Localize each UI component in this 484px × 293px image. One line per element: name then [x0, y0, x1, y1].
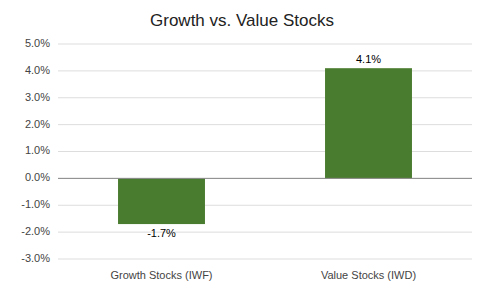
grid-line [58, 44, 472, 45]
y-tick-label: -3.0% [21, 252, 50, 264]
title: Growth vs. Value Stocks [150, 11, 334, 30]
grid [58, 44, 472, 259]
y-tick-label: 3.0% [25, 91, 50, 103]
grid-line [58, 232, 472, 233]
bars [118, 68, 412, 224]
y-tick-label: 1.0% [25, 144, 50, 156]
y-tick-label: 2.0% [25, 118, 50, 130]
data-label: -1.7% [147, 227, 176, 239]
y-tick-label: -2.0% [21, 225, 50, 237]
zero-line [58, 178, 472, 179]
y-tick-label: 5.0% [25, 37, 50, 49]
x-tick-label: Growth Stocks (IWF) [110, 269, 212, 281]
data-label: 4.1% [356, 53, 381, 65]
chart: Growth vs. Value Stocks -3.0% -2.0% -1.0% 0.… [0, 0, 484, 293]
grid-line [58, 178, 472, 179]
y-tick-label: 4.0% [25, 64, 50, 76]
bar [325, 68, 412, 178]
grid-line [58, 259, 472, 260]
y-tick-label: -1.0% [21, 198, 50, 210]
bar [118, 178, 205, 224]
x-tick-label: Value Stocks (IWD) [321, 269, 416, 281]
y-tick-label: 0.0% [25, 171, 50, 183]
